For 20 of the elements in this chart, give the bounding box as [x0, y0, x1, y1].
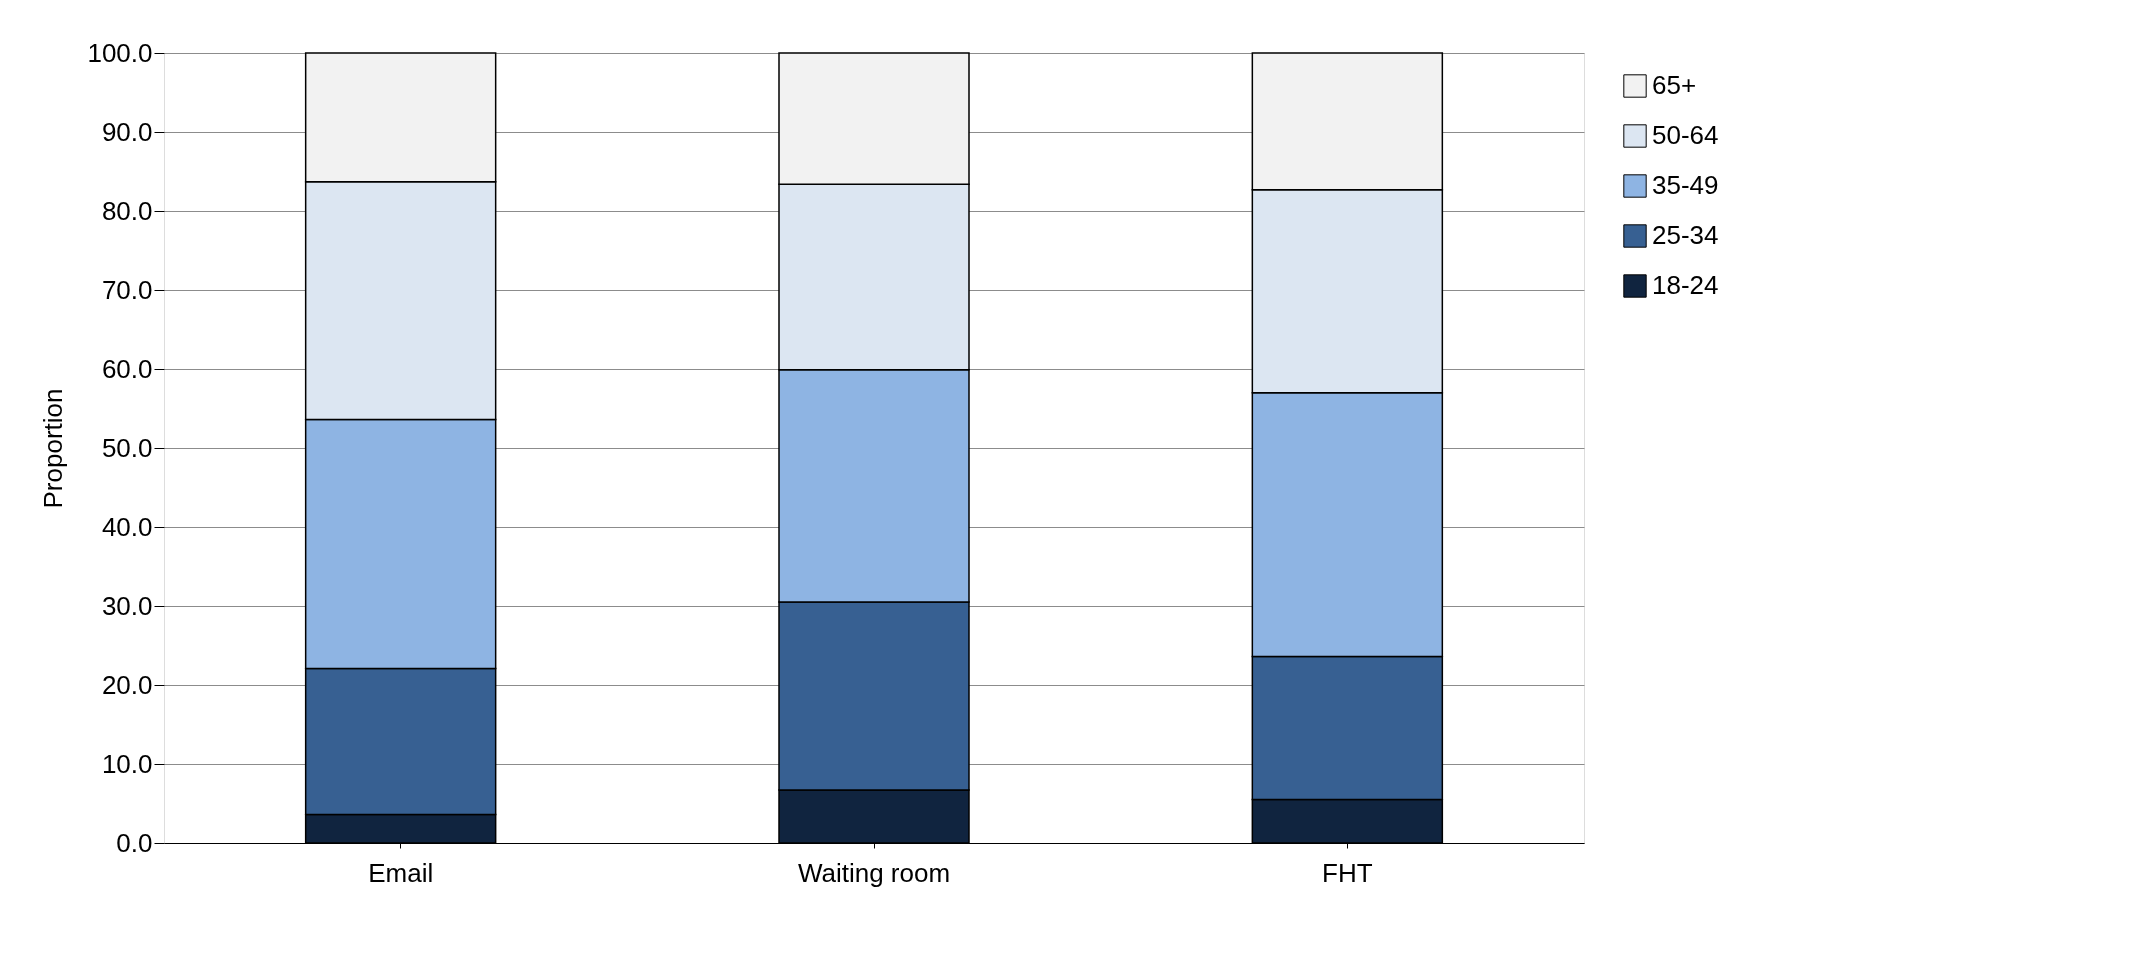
y-tick-label: 40.0 [101, 511, 153, 542]
legend-label: 65+ [1652, 70, 1697, 100]
y-tick-label: 30.0 [101, 590, 153, 621]
y-axis-title: Proportion [38, 388, 69, 509]
y-tick-label: 10.0 [101, 748, 153, 779]
x-tick-label: Email [368, 857, 434, 888]
legend-label: 35-49 [1652, 170, 1719, 200]
y-tick-label: 100.0 [87, 37, 153, 68]
x-tick-label: FHT [1322, 857, 1373, 888]
x-tick-label: Waiting room [797, 857, 951, 888]
y-tick-label: 20.0 [101, 669, 153, 700]
y-tick-label: 70.0 [101, 274, 153, 305]
y-tick-label: 90.0 [101, 116, 153, 147]
legend-label: 25-34 [1652, 220, 1719, 250]
y-tick-label: 50.0 [101, 432, 153, 463]
legend-label: 18-24 [1652, 270, 1719, 300]
legend-label: 50-64 [1652, 120, 1719, 150]
y-tick-label: 60.0 [101, 353, 153, 384]
y-tick-label: 0.0 [116, 827, 153, 858]
y-tick-label: 80.0 [101, 195, 153, 226]
